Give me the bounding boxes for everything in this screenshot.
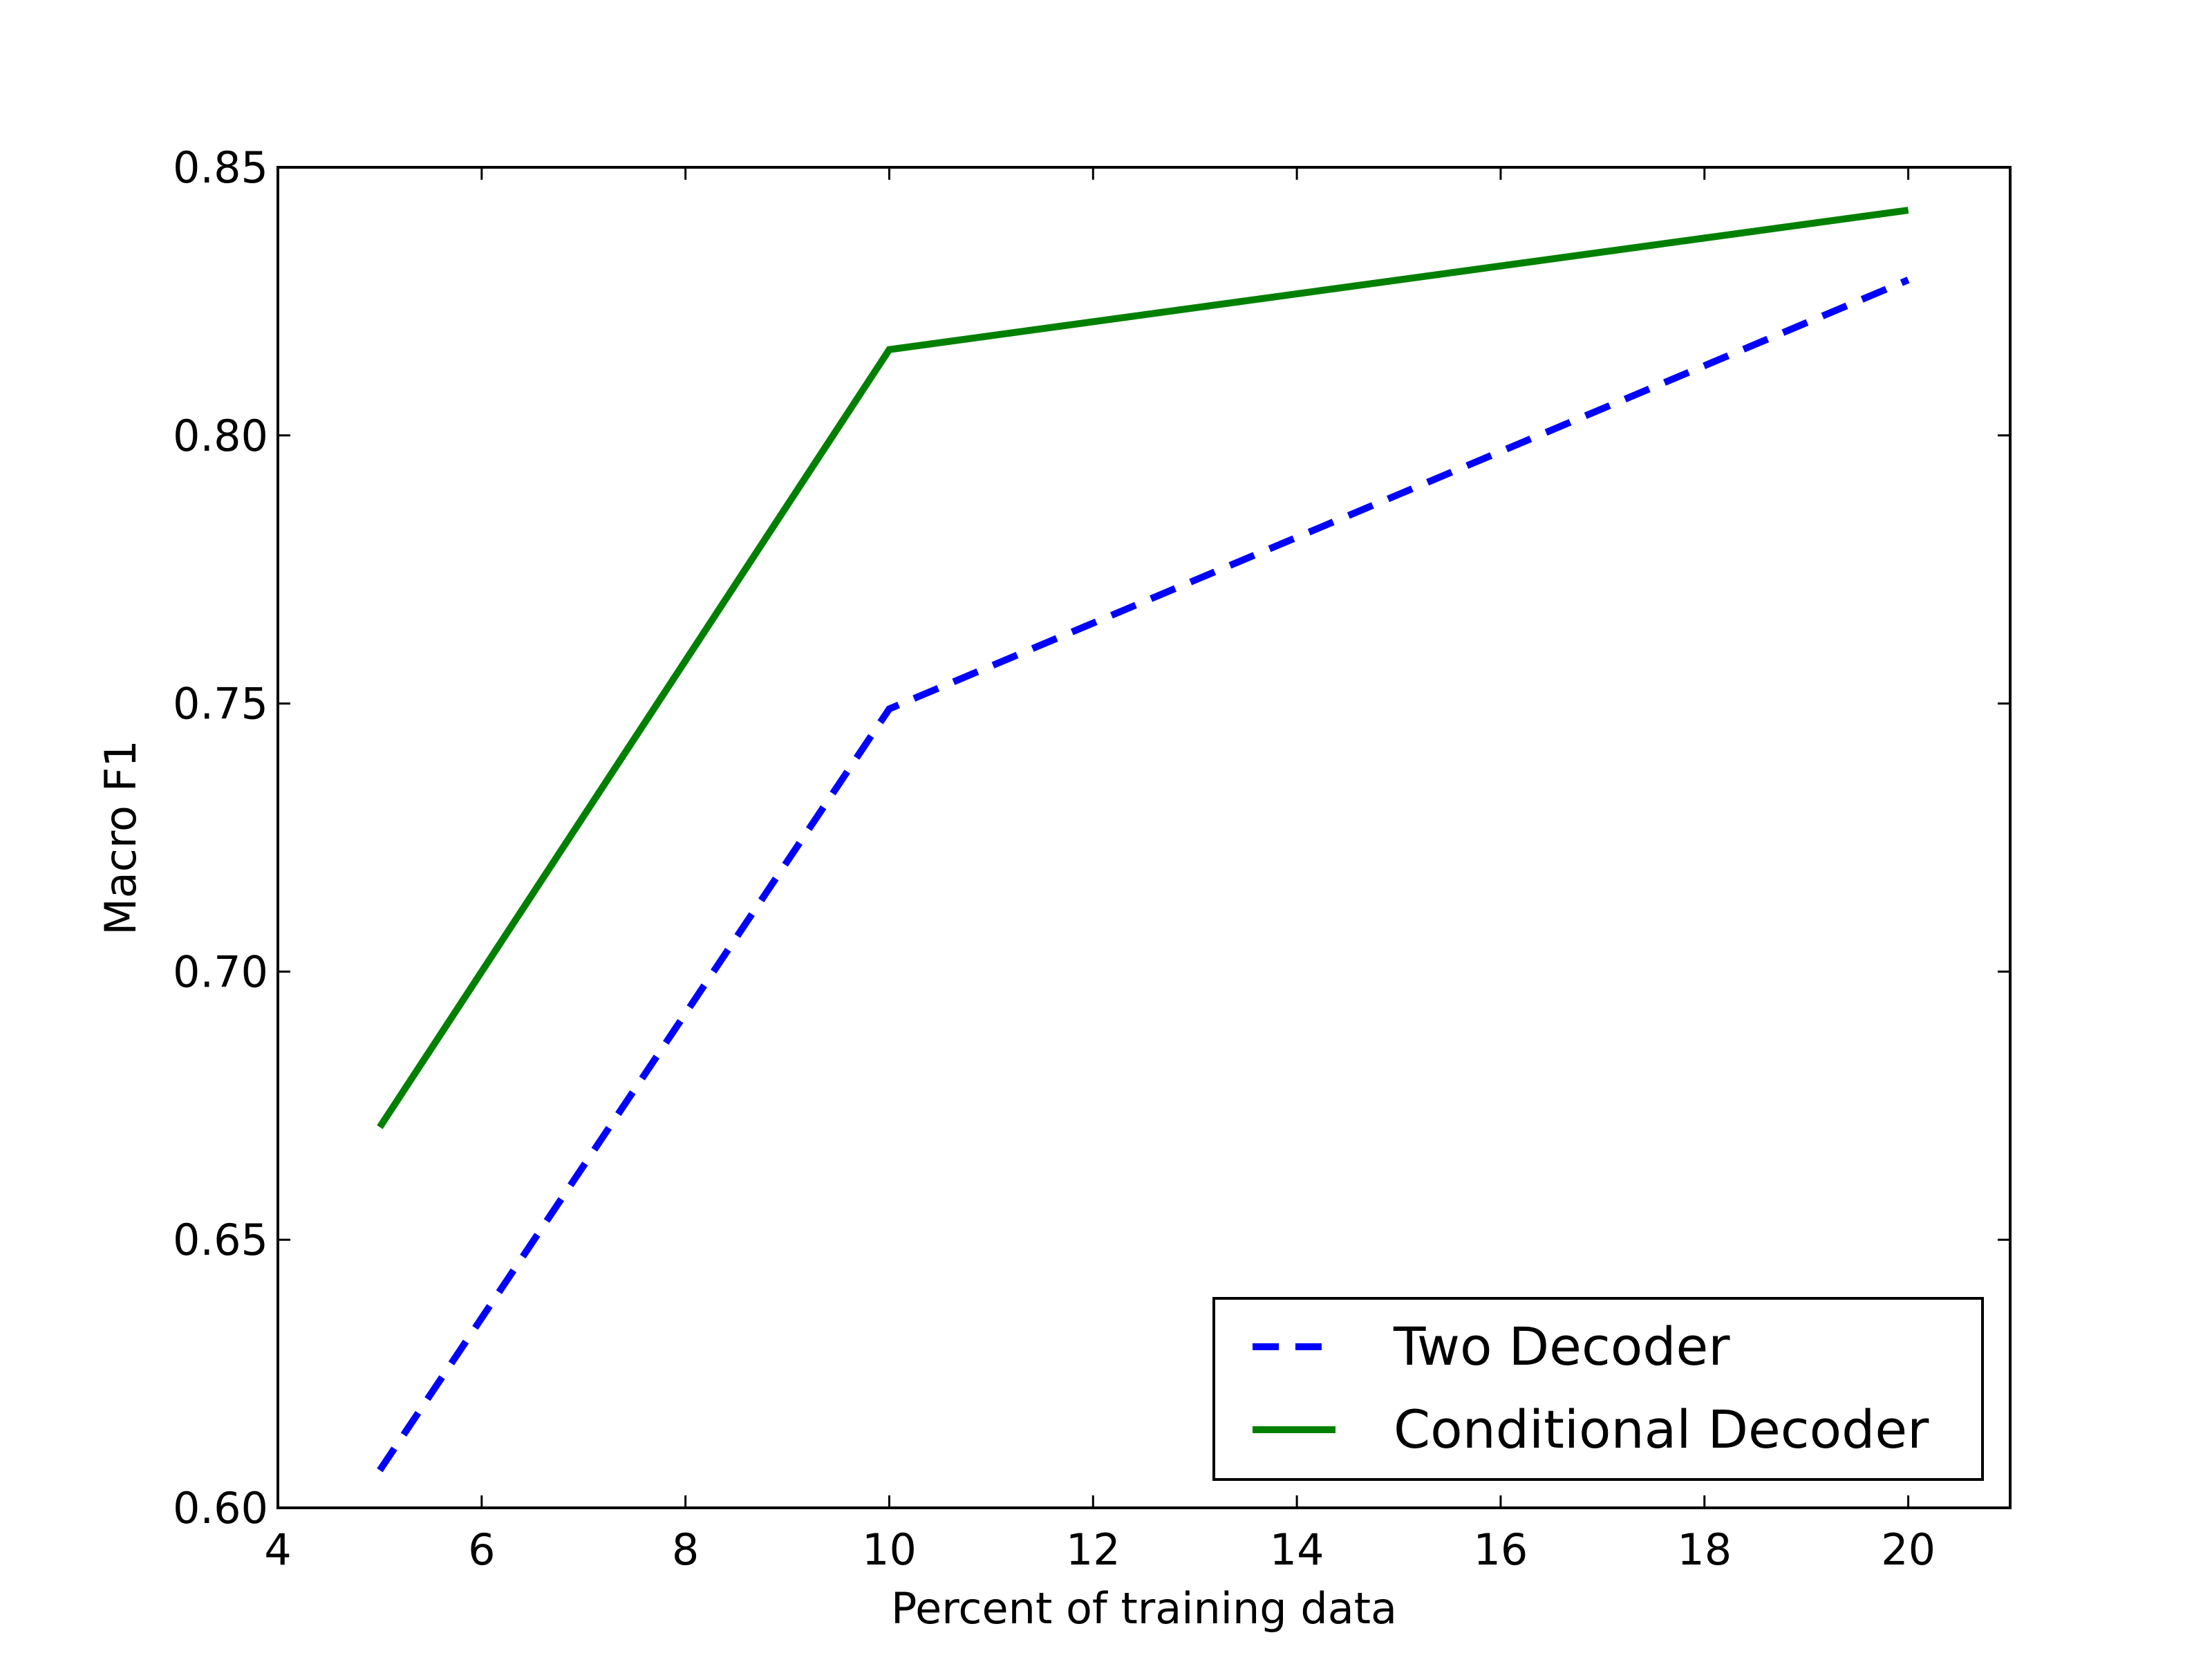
series-layer bbox=[377, 207, 1910, 1473]
y-tick-label: 0.75 bbox=[173, 679, 268, 729]
legend-box bbox=[1212, 1297, 1984, 1481]
ticks-layer: 4 6 8 10 12 14 16 18 20 0.60 0.65 0.70 0.75 0.80 0.85 bbox=[173, 142, 2010, 1575]
x-tick-label: 4 bbox=[264, 1524, 291, 1575]
y-tick-label: 0.80 bbox=[173, 411, 268, 461]
legend-label: Two Decoder bbox=[1393, 1316, 1730, 1377]
y-tick-label: 0.70 bbox=[173, 946, 268, 997]
x-tick-label: 18 bbox=[1677, 1524, 1732, 1575]
x-tick-label: 14 bbox=[1270, 1524, 1324, 1575]
x-tick-label: 12 bbox=[1066, 1524, 1121, 1575]
x-tick-label: 6 bbox=[468, 1524, 495, 1575]
x-tick-label: 10 bbox=[862, 1524, 917, 1575]
series-line-2 bbox=[377, 207, 1909, 1130]
x-tick-label: 20 bbox=[1881, 1524, 1936, 1575]
legend: Two Decoder Conditional Decoder bbox=[1212, 1297, 1984, 1481]
x-tick-label: 8 bbox=[672, 1524, 699, 1575]
x-tick-label: 16 bbox=[1473, 1524, 1528, 1575]
y-tick-label: 0.60 bbox=[173, 1483, 268, 1533]
y-tick-label: 0.65 bbox=[173, 1215, 268, 1265]
x-axis-label: Percent of training data bbox=[891, 1583, 1397, 1634]
plot-frame bbox=[276, 166, 2012, 1509]
series-line-1 bbox=[377, 277, 1910, 1473]
y-tick-label: 0.85 bbox=[173, 142, 268, 193]
y-axis-label: Macro F1 bbox=[95, 740, 146, 935]
legend-label: Conditional Decoder bbox=[1394, 1399, 1929, 1460]
